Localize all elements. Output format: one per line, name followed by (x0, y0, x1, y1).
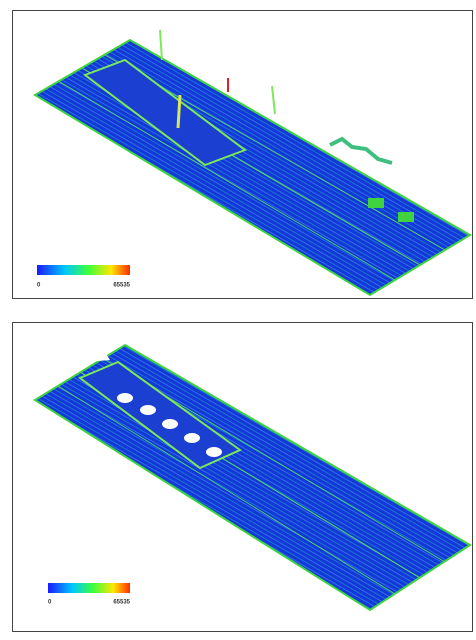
colorbar (37, 265, 130, 275)
colorbar-max-label: 65535 (113, 600, 130, 606)
colorbar (48, 583, 130, 593)
page: 0 65535 0 65535 (() => { const data = JS… (0, 0, 476, 635)
panel-1: 0 65535 (13, 11, 473, 299)
figure: 0 65535 0 65535 (0, 0, 476, 635)
removed-object (206, 447, 222, 457)
vehicle (398, 212, 414, 222)
panel-2: 0 65535 (13, 323, 473, 632)
colorbar-max-label: 65535 (113, 283, 130, 289)
removed-object (184, 433, 200, 443)
removed-object (140, 405, 156, 415)
pole (178, 95, 180, 128)
vehicle (368, 198, 384, 208)
removed-object (117, 393, 133, 403)
removed-object (162, 419, 178, 429)
